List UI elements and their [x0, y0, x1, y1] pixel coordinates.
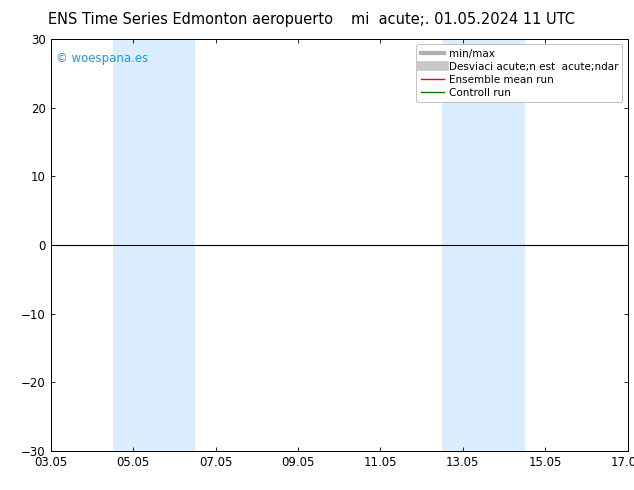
Text: mi  acute;. 01.05.2024 11 UTC: mi acute;. 01.05.2024 11 UTC	[351, 12, 575, 27]
Text: © woespana.es: © woespana.es	[56, 51, 149, 65]
Legend: min/max, Desviaci acute;n est  acute;ndar, Ensemble mean run, Controll run: min/max, Desviaci acute;n est acute;ndar…	[417, 45, 623, 102]
Text: ENS Time Series Edmonton aeropuerto: ENS Time Series Edmonton aeropuerto	[48, 12, 333, 27]
Bar	[113, 39, 195, 451]
Bar	[442, 39, 524, 451]
